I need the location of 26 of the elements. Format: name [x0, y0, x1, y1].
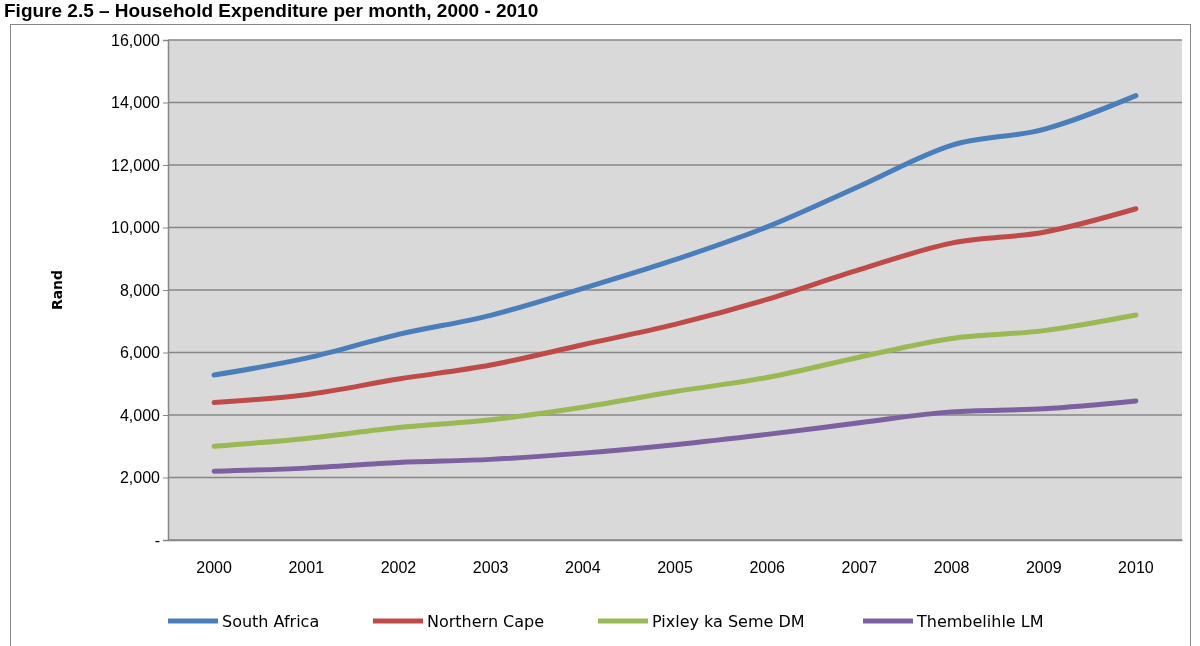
- y-tick-label: 8,000: [119, 281, 161, 299]
- x-tick-label: 2004: [565, 559, 601, 577]
- legend-label: Thembelihle LM: [916, 612, 1044, 631]
- x-tick-label: 2001: [288, 559, 325, 577]
- x-tick-label: 2000: [196, 559, 232, 577]
- legend-label: South Africa: [222, 612, 320, 631]
- y-tick-label: 4,000: [119, 406, 161, 424]
- y-tick-label: 2,000: [119, 469, 161, 487]
- x-tick-label: 2006: [749, 559, 786, 577]
- x-tick-label: 2010: [1118, 559, 1154, 577]
- y-tick-label: -: [154, 531, 160, 549]
- y-tick-label: 14,000: [111, 94, 161, 112]
- x-tick-label: 2005: [657, 559, 693, 577]
- x-tick-label: 2007: [841, 559, 878, 577]
- x-tick-label: 2002: [380, 559, 417, 577]
- y-axis-title: Rand: [49, 269, 65, 311]
- y-tick-label: 16,000: [111, 31, 161, 49]
- x-tick-label: 2009: [1025, 559, 1062, 577]
- chart-title: Figure 2.5 – Household Expenditure per month, 2000 - 2010: [4, 0, 539, 21]
- legend-label: Northern Cape: [427, 612, 545, 631]
- legend-label: Pixley ka Seme DM: [652, 612, 805, 631]
- y-tick-label: 12,000: [111, 156, 161, 174]
- y-tick-label: 10,000: [111, 219, 161, 237]
- x-tick-label: 2003: [472, 559, 509, 577]
- y-tick-label: 6,000: [119, 344, 161, 362]
- x-tick-label: 2008: [933, 559, 970, 577]
